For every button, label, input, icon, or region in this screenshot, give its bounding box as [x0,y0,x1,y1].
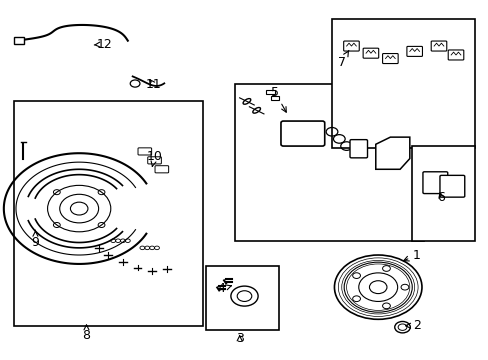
FancyBboxPatch shape [138,148,151,155]
FancyBboxPatch shape [422,172,447,194]
FancyBboxPatch shape [382,54,397,64]
Bar [331,19,474,148]
Text: 12: 12 [94,38,113,51]
Bar [411,146,474,241]
FancyBboxPatch shape [447,50,463,60]
FancyBboxPatch shape [363,48,378,58]
FancyBboxPatch shape [281,121,324,146]
Text: 3: 3 [235,333,243,346]
FancyBboxPatch shape [406,46,422,57]
FancyBboxPatch shape [147,157,161,164]
Bar [14,102,203,327]
Bar [271,96,278,100]
Text: 4: 4 [217,283,231,296]
Bar [234,84,424,241]
Bar [266,90,275,94]
FancyBboxPatch shape [349,140,367,158]
Text: 10: 10 [146,150,162,166]
Ellipse shape [243,99,250,104]
FancyBboxPatch shape [439,175,464,197]
Polygon shape [375,137,409,169]
Text: 5: 5 [270,86,285,112]
Text: 1: 1 [403,248,420,261]
Text: 8: 8 [82,325,90,342]
Text: 7: 7 [337,50,348,69]
FancyBboxPatch shape [155,166,168,173]
Bar [205,266,278,330]
Text: 11: 11 [145,78,161,91]
Text: 9: 9 [31,230,39,249]
FancyBboxPatch shape [430,41,446,51]
Text: 6: 6 [437,192,445,204]
Text: 2: 2 [405,319,420,332]
FancyBboxPatch shape [343,41,359,51]
Ellipse shape [252,108,260,113]
Bar [14,37,24,44]
